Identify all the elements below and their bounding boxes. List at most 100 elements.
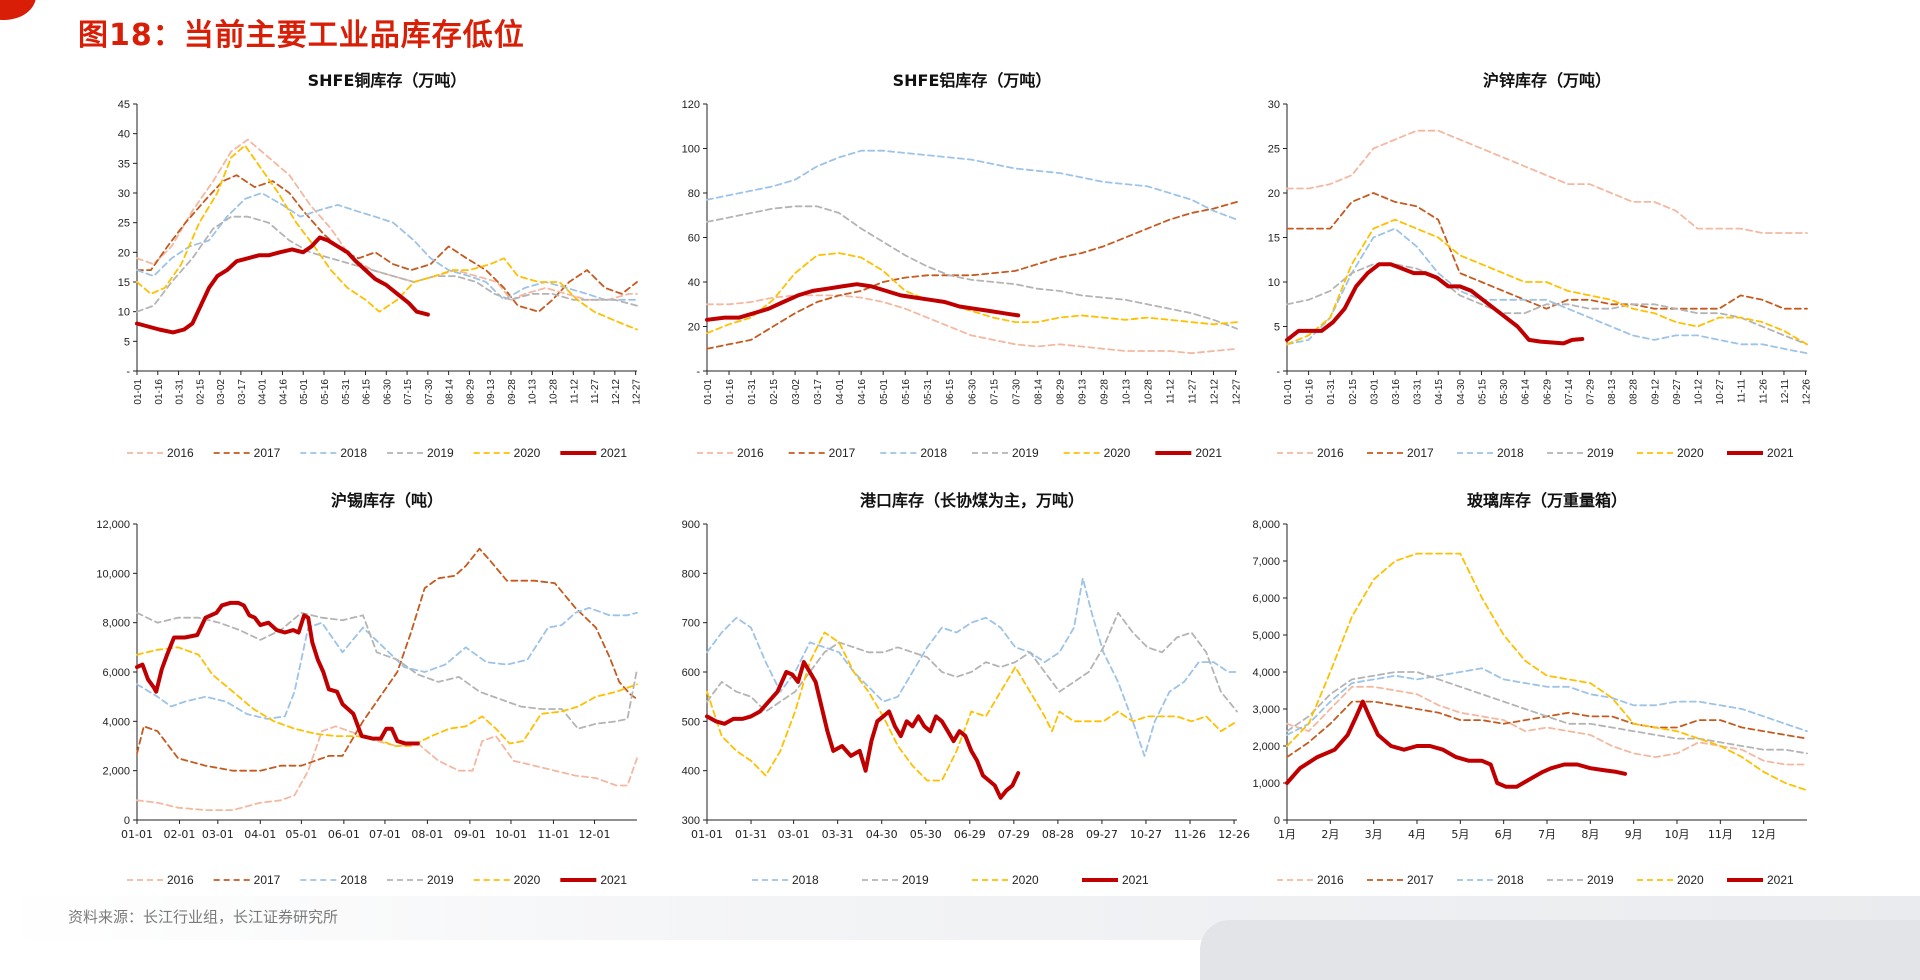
- x-tick-label: 09-12: [1650, 379, 1661, 405]
- x-tick-label: 03-02: [216, 379, 227, 405]
- y-tick-label: 6,000: [102, 667, 130, 679]
- x-tick-label: 11月: [1708, 828, 1733, 841]
- legend-label-2020: 2020: [514, 873, 541, 887]
- x-tick-label: 12-27: [632, 379, 643, 405]
- x-tick-label: 04-01: [835, 379, 846, 405]
- x-tick-label: 01-31: [1326, 379, 1337, 405]
- x-tick-label: 11-26: [1758, 379, 1769, 404]
- series-line-2021: [1285, 262, 1585, 346]
- x-tick-label: 3月: [1365, 828, 1383, 841]
- x-tick-label: 10-13: [528, 379, 539, 405]
- x-tick-label: 11-27: [590, 379, 601, 404]
- y-tick-label: 12,000: [96, 519, 130, 531]
- x-tick-label: 5月: [1451, 828, 1469, 841]
- x-tick-label: 01-01: [121, 828, 153, 841]
- x-tick-label: 09-27: [1672, 379, 1683, 405]
- series-line-2019: [706, 205, 1238, 330]
- y-tick-label: 300: [682, 815, 700, 827]
- legend-label-2020: 2020: [1104, 446, 1131, 460]
- x-tick-label: 04-15: [1434, 379, 1445, 405]
- x-tick-label: 01-01: [133, 379, 144, 405]
- x-tick-label: 12-12: [1210, 379, 1221, 405]
- series-line-2019: [1286, 263, 1808, 346]
- legend-label-2018: 2018: [1497, 873, 1524, 887]
- legend-label-2021: 2021: [1122, 873, 1149, 887]
- series-line-2019: [136, 215, 638, 313]
- x-tick-label: 06-15: [945, 379, 956, 405]
- chart-glass-inventory: 玻璃库存（万重量箱） 0 1,000 2,000 3,000 4,000 5,000 6,00…: [1245, 488, 1815, 900]
- y-tick-label: 45: [118, 99, 130, 111]
- series-line-2019: [136, 611, 638, 730]
- legend-label-2020: 2020: [1012, 873, 1039, 887]
- x-tick-label: 03-31: [1413, 379, 1424, 405]
- chart-title: 港口库存（长协煤为主，万吨）: [860, 491, 1084, 510]
- y-tick-label: 500: [682, 716, 700, 728]
- y-tick-label: 7,000: [1252, 556, 1280, 568]
- chart-svg: SHFE铜库存（万吨） - 5 10 15 20 25 30 35 40 45 01-01 01-16 0…: [118, 71, 643, 460]
- legend-label-2016: 2016: [737, 446, 764, 460]
- y-tick-label: 400: [682, 766, 700, 778]
- series-line-2016: [1286, 129, 1808, 234]
- x-tick-label: 01-31: [175, 379, 186, 405]
- x-tick-label: 09-27: [1086, 828, 1118, 841]
- series-line-2016: [706, 294, 1238, 355]
- x-tick-label: 10-12: [1694, 379, 1705, 405]
- y-tick-label: 25: [1268, 144, 1280, 156]
- y-tick-label: 4,000: [102, 716, 130, 728]
- y-tick-label: 800: [682, 568, 700, 580]
- x-tick-label: 08-28: [1042, 828, 1074, 841]
- x-tick-label: 09-13: [486, 379, 497, 405]
- x-tick-label: 06-14: [1521, 379, 1532, 405]
- x-tick-label: 02-01: [163, 828, 195, 841]
- series-line-2017: [136, 547, 638, 772]
- chart-zinc-inventory: 沪锌库存（万吨） - 5 10 15 20 25 30 01-01 01-16 01-31 02-15…: [1245, 68, 1815, 473]
- legend-label-2021: 2021: [1195, 446, 1222, 460]
- x-tick-label: 04-01: [258, 379, 269, 405]
- x-tick-label: 04-30: [866, 828, 898, 841]
- x-tick-label: 07-30: [1011, 379, 1022, 405]
- chart-svg: 沪锌库存（万吨） - 5 10 15 20 25 30 01-01 01-16 01-31 02-15…: [1268, 71, 1813, 460]
- series-line-2018: [706, 149, 1238, 221]
- x-tick-label: 07-29: [998, 828, 1030, 841]
- chart-aluminum-inventory: SHFE铝库存（万吨） - 20 40 60 80 100 120 01-01 01-16 01-3…: [665, 68, 1245, 473]
- x-tick-label: 07-29: [1585, 379, 1596, 405]
- y-tick-label: 40: [118, 129, 130, 141]
- x-tick-label: 09-28: [1099, 379, 1110, 405]
- series-line-2020: [136, 144, 638, 331]
- y-tick-label: 40: [688, 277, 700, 289]
- series-line-2017: [1286, 192, 1808, 310]
- x-tick-label: 03-02: [791, 379, 802, 405]
- x-tick-label: 03-31: [822, 828, 854, 841]
- legend-label-2020: 2020: [1677, 446, 1704, 460]
- x-tick-label: 05-31: [923, 379, 934, 405]
- x-tick-label: 08-29: [1055, 379, 1066, 405]
- legend-label-2016: 2016: [167, 446, 194, 460]
- y-tick-label: 10: [1268, 277, 1280, 289]
- series-line-2020: [706, 631, 1238, 782]
- y-tick-label: 20: [1268, 188, 1280, 200]
- legend-label-2020: 2020: [514, 446, 541, 460]
- chart-svg: 港口库存（长协煤为主，万吨） 300 400 500 600 700 800 900 01-01…: [682, 491, 1250, 887]
- y-tick-label: 2,000: [1252, 741, 1280, 753]
- x-tick-label: 01-01: [703, 379, 714, 405]
- x-tick-label: 10月: [1665, 828, 1690, 841]
- y-tick-label: 2,000: [102, 766, 130, 778]
- y-tick-label: 20: [688, 322, 700, 334]
- x-tick-label: 10-28: [1143, 379, 1154, 405]
- y-tick-label: 900: [682, 519, 700, 531]
- x-tick-label: 08-14: [445, 379, 456, 405]
- x-tick-label: 12-26: [1802, 379, 1813, 405]
- x-tick-label: 07-14: [1564, 379, 1575, 405]
- chart-svg: 沪锡库存（吨） 0 2,000 4,000 6,000 8,000 10,000 12,000…: [96, 491, 638, 887]
- legend-label-2017: 2017: [1407, 873, 1434, 887]
- y-tick-label: 80: [688, 188, 700, 200]
- x-tick-label: 01-16: [1305, 379, 1316, 405]
- x-tick-label: 4月: [1408, 828, 1426, 841]
- legend-label-2017: 2017: [829, 446, 856, 460]
- series-line-2018: [706, 577, 1238, 757]
- x-tick-label: 06-01: [328, 828, 360, 841]
- x-tick-label: 04-16: [278, 379, 289, 405]
- y-tick-label: 25: [118, 218, 130, 230]
- legend-label-2019: 2019: [427, 446, 454, 460]
- y-tick-label: 5: [124, 336, 130, 348]
